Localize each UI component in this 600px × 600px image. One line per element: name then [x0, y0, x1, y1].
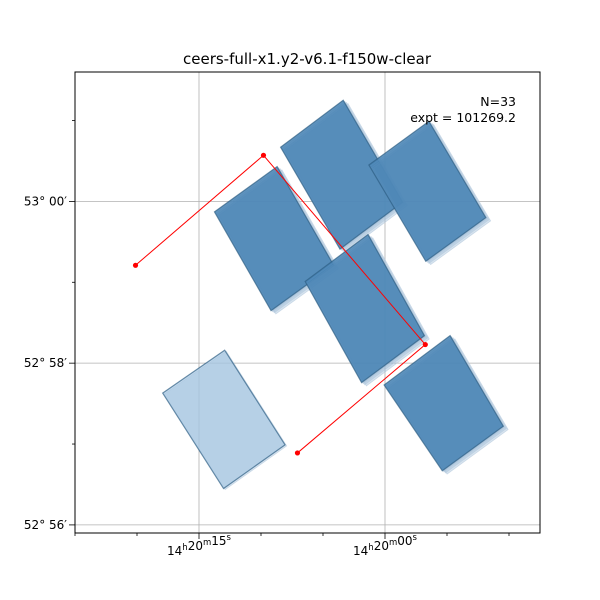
- footprint-mosaic-E: [383, 334, 509, 475]
- pointing-path-point: [422, 341, 428, 348]
- n-label: N=33: [480, 94, 516, 109]
- plot-frame: [74, 71, 541, 534]
- footprint-layer: [161, 99, 509, 491]
- pointing-path-point: [294, 450, 301, 456]
- pointing-path-point: [132, 262, 139, 268]
- footprint-mosaic-C: [368, 120, 492, 266]
- pointing-path-layer: [132, 152, 428, 456]
- y-tick-label: 52° 56′: [24, 518, 67, 532]
- y-tick-label: 52° 58′: [24, 356, 67, 370]
- y-tick-label: 53° 00′: [24, 194, 67, 208]
- chart-title: ceers-full-x1.y2-v6.1-f150w-clear: [183, 50, 432, 68]
- x-tick-label: 14h20m15s: [167, 533, 232, 558]
- pointing-path-point: [260, 152, 267, 158]
- footprint-mosaic-B: [279, 99, 408, 254]
- footprint-polygon: [383, 334, 505, 472]
- expt-label: expt = 101269.2: [410, 110, 516, 125]
- tick-layer: 14h20m15s 14h20m00s 53° 00′ 52° 58′ 52° 56′: [24, 120, 510, 558]
- x-tick-label: 14h20m00s: [353, 533, 418, 558]
- footprint-polygon: [368, 120, 487, 263]
- footprint-polygon: [304, 233, 426, 384]
- footprint-single-F: [161, 349, 288, 491]
- pointing-path-line: [135, 154, 427, 454]
- footprint-polygon: [161, 349, 286, 490]
- footprint-mosaic-D: [304, 233, 430, 387]
